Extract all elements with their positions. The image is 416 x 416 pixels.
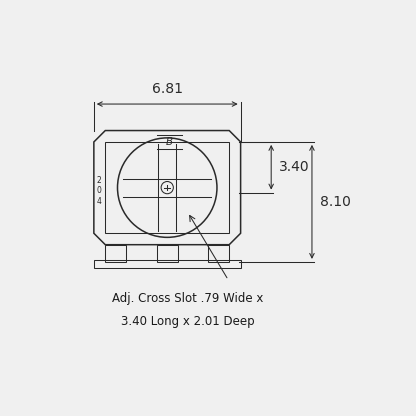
Text: 0: 0 <box>97 186 102 196</box>
Text: Adj. Cross Slot .79 Wide x: Adj. Cross Slot .79 Wide x <box>112 292 263 305</box>
Bar <box>208 245 229 262</box>
Text: 6.81: 6.81 <box>152 82 183 96</box>
Text: 3.40: 3.40 <box>279 160 310 174</box>
Text: B: B <box>166 137 173 147</box>
Bar <box>105 142 229 233</box>
Text: 2: 2 <box>97 176 102 185</box>
Bar <box>94 260 240 267</box>
Text: 8.10: 8.10 <box>320 195 351 209</box>
Text: 4: 4 <box>97 197 102 206</box>
Bar <box>157 245 178 262</box>
Text: 3.40 Long x 2.01 Deep: 3.40 Long x 2.01 Deep <box>121 315 255 328</box>
Bar <box>105 245 126 262</box>
